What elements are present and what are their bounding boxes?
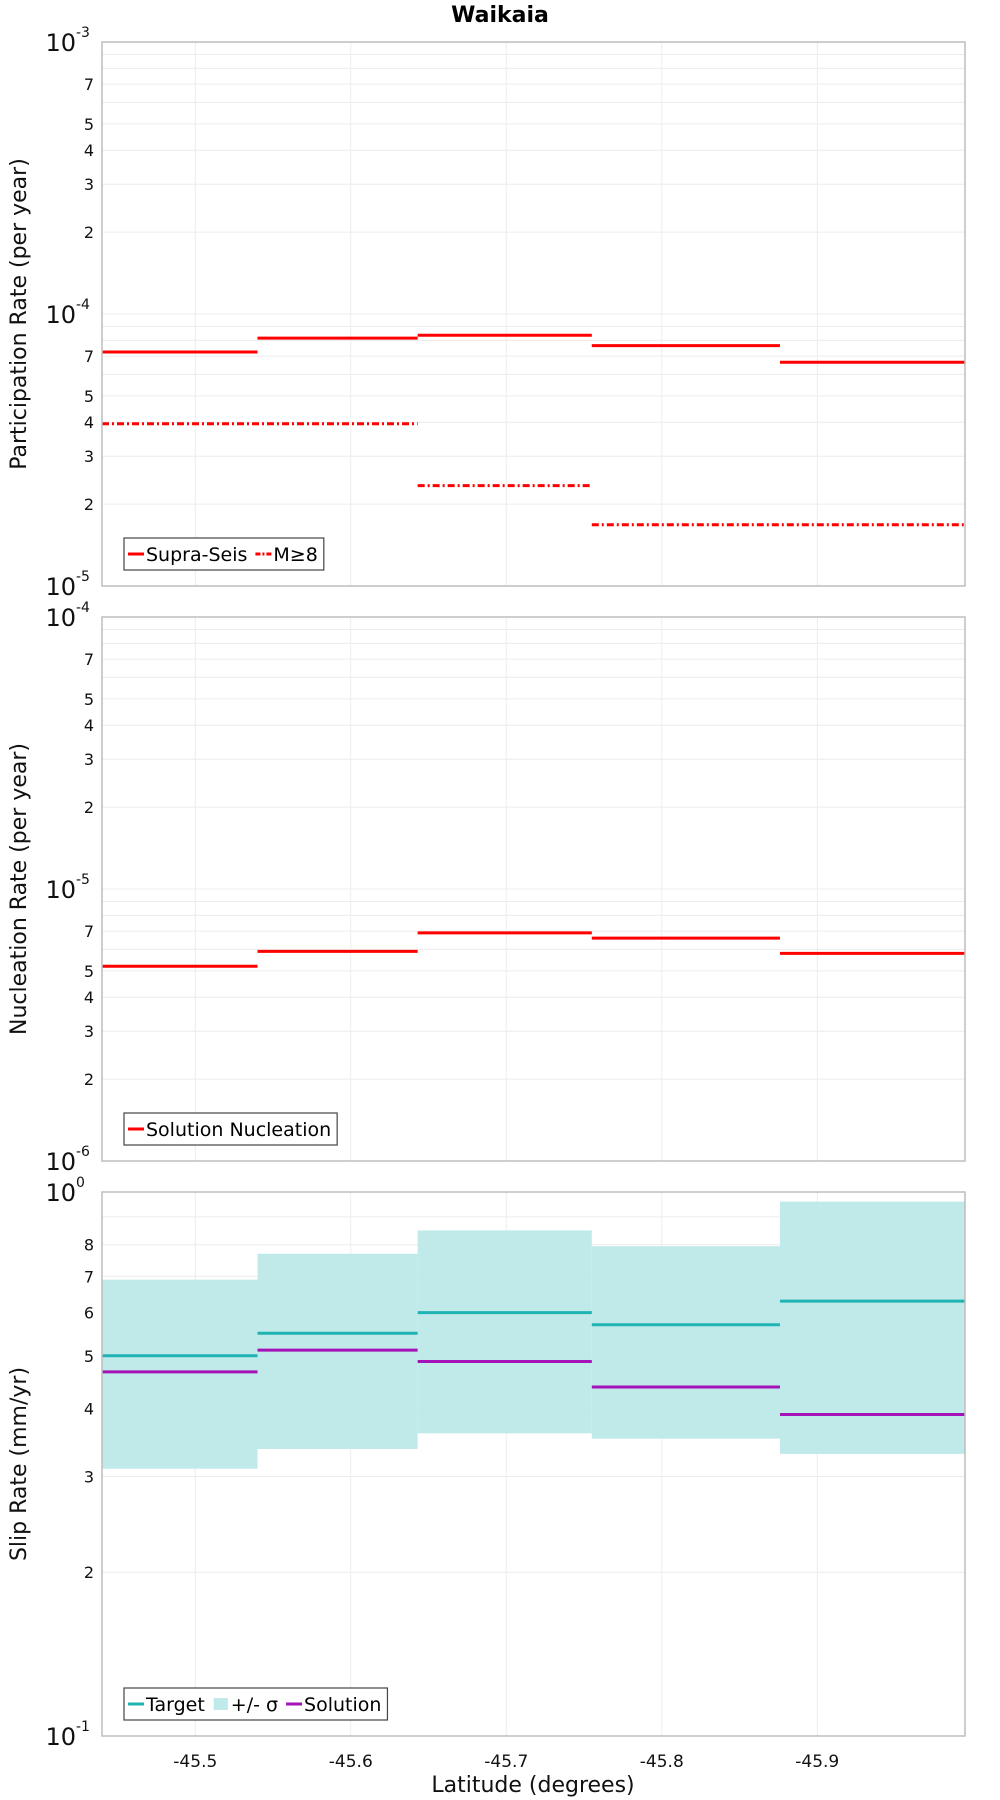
y-tick-base: 10 (45, 604, 76, 632)
legend-box (123, 537, 325, 571)
y-tick-label: 6 (84, 1304, 94, 1323)
y-tick-label: 4 (84, 988, 94, 1007)
y-tick-label: 4 (84, 413, 94, 432)
y-tick-exponent: -5 (76, 872, 90, 888)
y-tick-label: 5 (84, 690, 94, 709)
sigma-band-segment (591, 1246, 780, 1439)
y-tick-label: 2 (84, 1070, 94, 1089)
y-tick-exponent: -4 (76, 297, 90, 313)
y-tick-label: 10 (45, 604, 76, 632)
y-tick-exponent: -1 (76, 1719, 90, 1735)
y-tick-label: 7 (84, 922, 94, 941)
legend-box (123, 1112, 338, 1146)
y-tick-label: 2 (84, 1563, 94, 1582)
y-tick-label: 10 (45, 301, 76, 329)
y-tick-label: 10 (45, 1723, 76, 1751)
y-tick-label: 7 (84, 650, 94, 669)
y-tick-label: 5 (84, 1347, 94, 1366)
y-tick-base: 10 (45, 876, 76, 904)
y-tick-label: 10 (45, 1179, 76, 1207)
x-tick-label: -45.6 (329, 1752, 373, 1772)
y-tick-label: 3 (84, 175, 94, 194)
sigma-band-segment (417, 1230, 592, 1434)
y-tick-base: 10 (45, 573, 76, 601)
y-tick-label: 10 (45, 1148, 76, 1176)
x-tick-label: -45.9 (795, 1752, 839, 1772)
legend: Solution Nucleation (123, 1112, 338, 1146)
y-tick-label: 7 (84, 75, 94, 94)
y-tick-label: 3 (84, 1467, 94, 1486)
y-tick-exponent: -4 (76, 600, 90, 616)
y-tick-base: 10 (45, 29, 76, 57)
legend-label: Solution Nucleation (146, 1119, 331, 1141)
y-tick-label: 4 (84, 141, 94, 160)
y-tick-label: 2 (84, 798, 94, 817)
y-tick-label: 7 (84, 1267, 94, 1286)
y-tick-exponent: -5 (76, 569, 90, 585)
plot-frame (101, 1191, 966, 1737)
y-tick-base: 10 (45, 1179, 76, 1207)
y-tick-exponent: 0 (76, 1175, 85, 1191)
sigma-band-segment (779, 1201, 965, 1454)
legend-label: +/- σ (231, 1694, 278, 1716)
legend: Supra-Seis M≥8 (123, 537, 325, 571)
y-tick-label: 3 (84, 447, 94, 466)
y-tick-label: 5 (84, 387, 94, 406)
legend-label: Solution (304, 1694, 381, 1716)
legend-label: M≥8 (273, 544, 317, 566)
y-tick-label: 5 (84, 115, 94, 134)
y-tick-label: 3 (84, 1022, 94, 1041)
y-axis-label: Participation Rate (per year) (7, 158, 32, 470)
y-tick-label: 4 (84, 1399, 94, 1418)
plot-frame (101, 616, 966, 1162)
legend-label: Supra-Seis (146, 544, 247, 566)
y-axis-label: Slip Rate (mm/yr) (7, 1367, 32, 1561)
y-tick-label: 2 (84, 223, 94, 242)
y-tick-exponent: -3 (76, 25, 90, 41)
chart-title: Waikaia (451, 3, 549, 28)
y-tick-base: 10 (45, 1148, 76, 1176)
y-tick-label: 10 (45, 29, 76, 57)
y-tick-base: 10 (45, 1723, 76, 1751)
legend-box (123, 1687, 389, 1721)
x-tick-label: -45.5 (173, 1752, 217, 1772)
legend-swatch-sigma (213, 1698, 228, 1710)
y-tick-label: 2 (84, 495, 94, 514)
y-axis-label: Nucleation Rate (per year) (7, 743, 32, 1035)
legend: Target +/- σ Solution (123, 1687, 389, 1721)
y-tick-label: 3 (84, 750, 94, 769)
x-tick-label: -45.8 (640, 1752, 684, 1772)
legend-label: Target (145, 1694, 205, 1716)
x-axis-label: Latitude (degrees) (431, 1773, 634, 1798)
y-tick-label: 10 (45, 573, 76, 601)
x-tick-label: -45.7 (484, 1752, 528, 1772)
plot-frame (101, 41, 966, 587)
y-tick-label: 7 (84, 347, 94, 366)
y-tick-label: 5 (84, 962, 94, 981)
y-tick-base: 10 (45, 301, 76, 329)
y-tick-label: 10 (45, 876, 76, 904)
y-tick-exponent: -6 (76, 1144, 90, 1160)
y-tick-label: 4 (84, 716, 94, 735)
y-tick-label: 8 (84, 1236, 94, 1255)
sigma-band-segment (102, 1279, 258, 1469)
